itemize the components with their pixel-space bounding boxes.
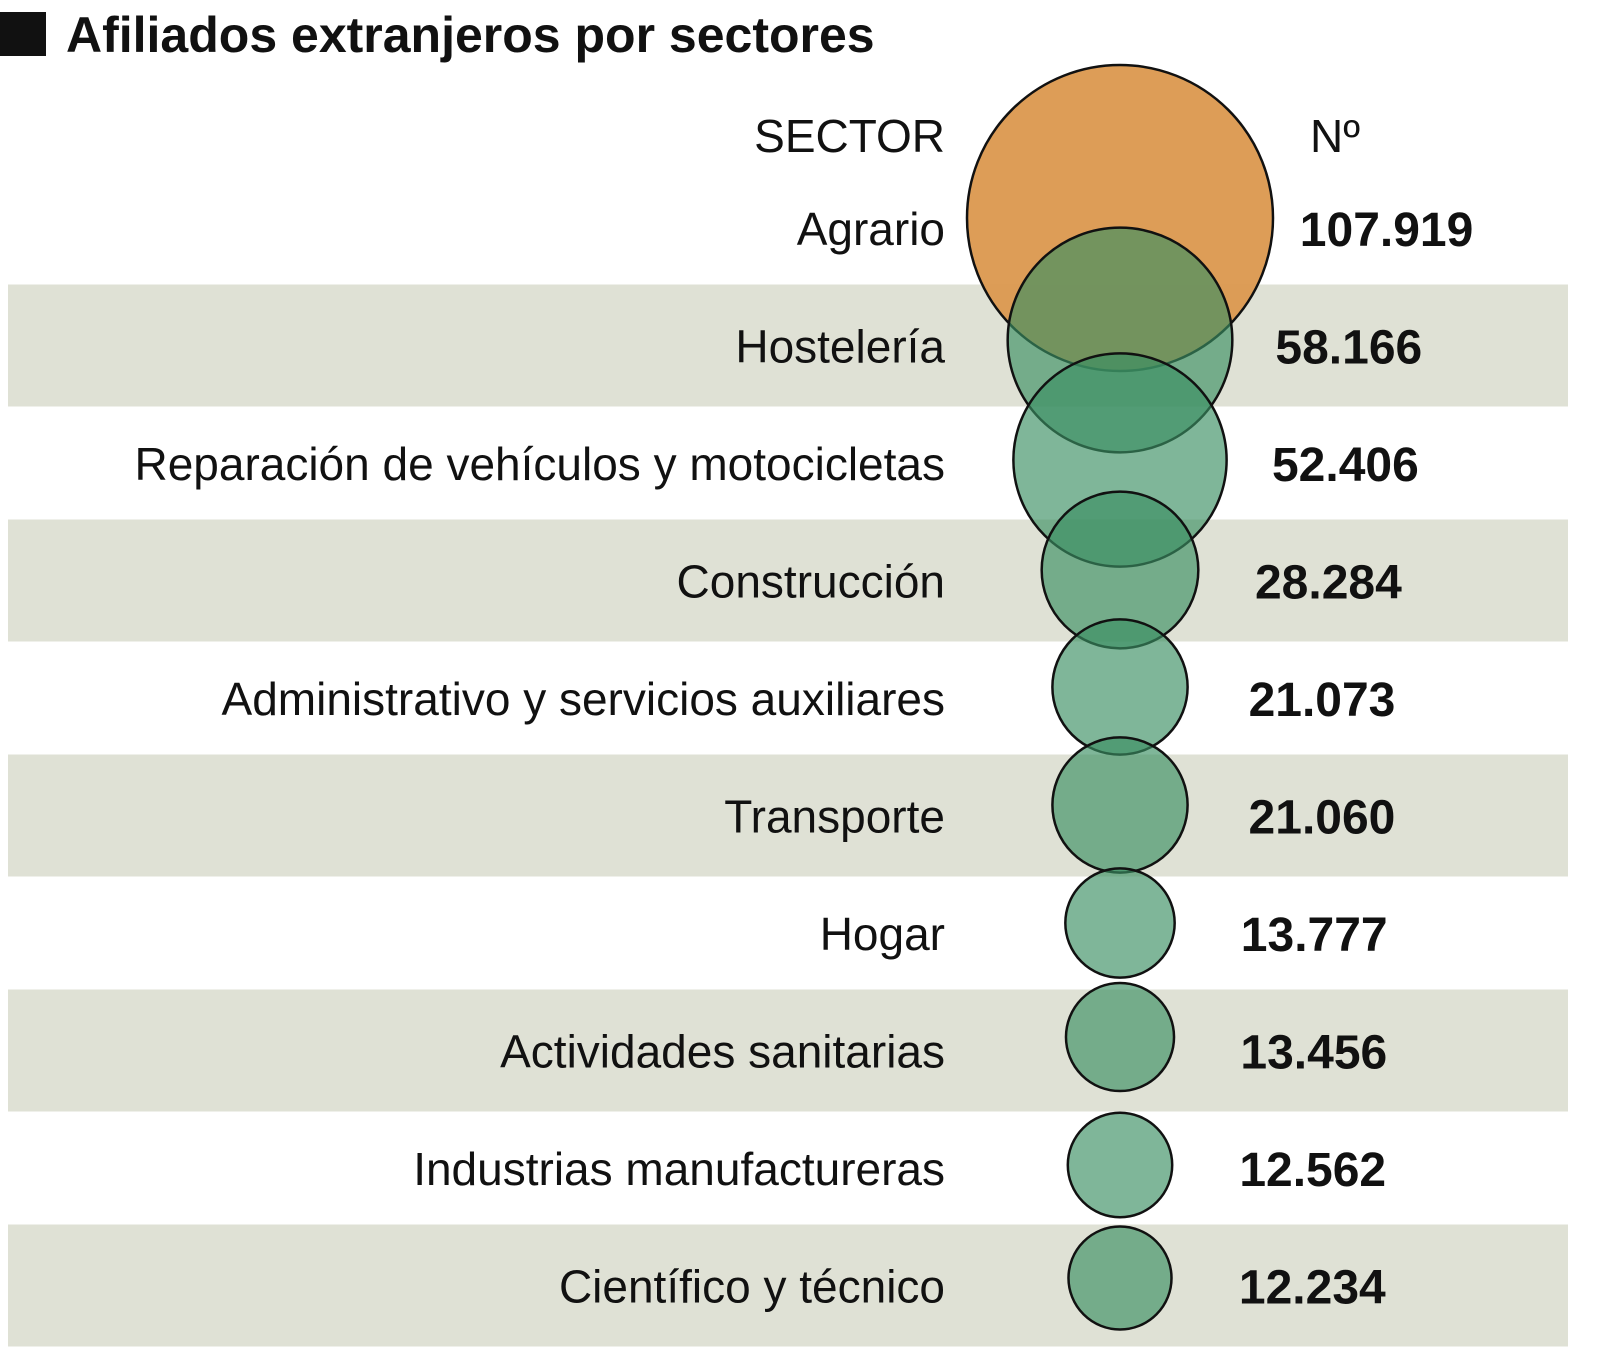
sector-label: Construcción	[677, 556, 945, 608]
bubble	[1067, 1225, 1173, 1331]
sector-column-header: SECTOR	[754, 110, 945, 162]
sector-label: Transporte	[724, 791, 945, 843]
row-band	[8, 989, 1568, 1112]
bubble	[1064, 981, 1176, 1093]
bubble	[1066, 1111, 1174, 1219]
value-label: 13.456	[1240, 1027, 1387, 1080]
sector-label: Científico y técnico	[559, 1261, 945, 1313]
value-label: 21.073	[1249, 674, 1396, 727]
title-square-marker	[0, 12, 46, 56]
sector-label: Agrario	[797, 203, 945, 255]
bubble	[1051, 618, 1189, 756]
value-label: 107.919	[1300, 204, 1474, 257]
value-label: 12.562	[1239, 1144, 1386, 1197]
bubble	[1051, 736, 1189, 874]
value-label: 12.234	[1239, 1262, 1386, 1315]
row-band	[8, 284, 1568, 407]
value-label: 58.166	[1275, 322, 1422, 375]
row-band	[8, 1224, 1568, 1347]
sector-label: Administrativo y servicios auxiliares	[222, 673, 945, 725]
value-label: 28.284	[1255, 557, 1402, 610]
value-column-header: Nº	[1310, 110, 1360, 162]
value-label: 13.777	[1241, 909, 1388, 962]
bubble	[1064, 867, 1176, 979]
row-band	[8, 754, 1568, 877]
row-band	[8, 519, 1568, 642]
value-label: 21.060	[1249, 792, 1396, 845]
value-label: 52.406	[1272, 439, 1419, 492]
chart-title: Afiliados extranjeros por sectores	[66, 7, 875, 63]
sector-label: Actividades sanitarias	[500, 1026, 945, 1078]
sector-label: Hogar	[820, 908, 945, 960]
sector-label: Hostelería	[735, 321, 945, 373]
sector-label: Industrias manufactureras	[413, 1143, 945, 1195]
sector-label: Reparación de vehículos y motocicletas	[134, 438, 945, 490]
